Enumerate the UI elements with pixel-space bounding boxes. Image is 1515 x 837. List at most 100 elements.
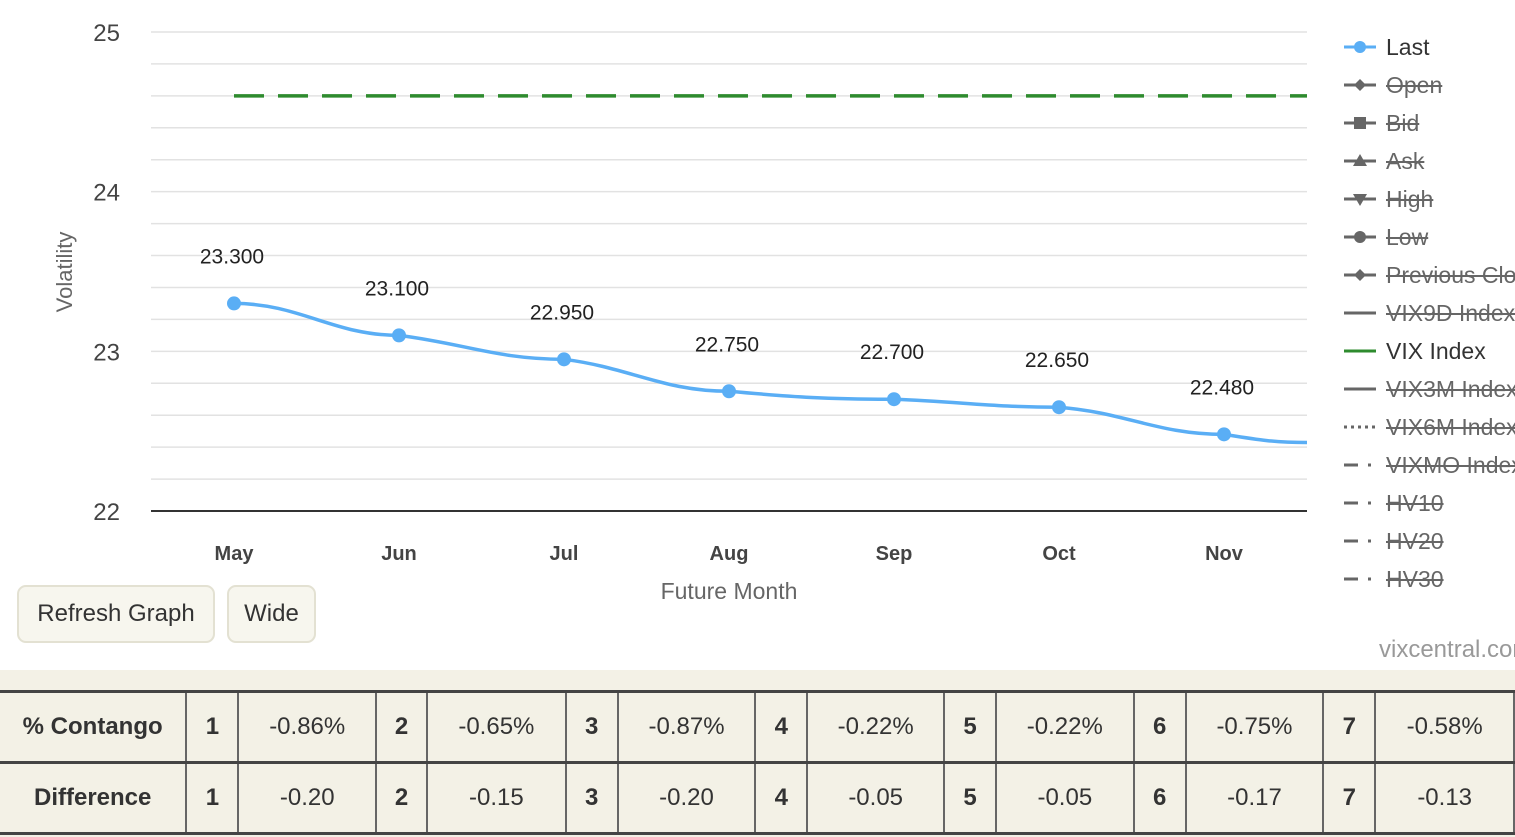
- legend-item-previous-close[interactable]: Previous Close: [1343, 256, 1515, 294]
- month-index: 2: [374, 690, 429, 764]
- x-tick-label: Nov: [1205, 543, 1244, 565]
- data-label: 22.750: [695, 333, 759, 356]
- legend-circle-icon: [1344, 231, 1376, 243]
- month-index: 2: [374, 761, 429, 835]
- legend-dashdot-icon: [1344, 463, 1376, 467]
- row-header: % Contango: [0, 690, 188, 764]
- legend-item-high[interactable]: High: [1343, 180, 1515, 218]
- month-index: 1: [185, 690, 240, 764]
- x-tick-label: Oct: [1042, 543, 1076, 565]
- last-data-point: [887, 392, 901, 407]
- y-tick-label: 24: [93, 180, 120, 207]
- legend-label: Open: [1386, 71, 1443, 98]
- value-cell: -0.22%: [995, 690, 1135, 764]
- legend-dotted-icon: [1344, 425, 1376, 429]
- legend-item-hv20[interactable]: HV20: [1343, 522, 1515, 560]
- wide-button[interactable]: Wide: [227, 585, 316, 643]
- last-series-line: [233, 301, 1308, 445]
- legend-square-icon: [1344, 117, 1376, 129]
- legend-label: HV10: [1386, 489, 1444, 516]
- legend-label: HV30: [1386, 565, 1444, 592]
- legend-line-icon: [1344, 387, 1376, 391]
- legend-item-vix3m-index[interactable]: VIX3M Index: [1343, 370, 1515, 408]
- legend-label: VIX9D Index: [1386, 299, 1515, 326]
- x-axis-title: Future Month: [661, 578, 798, 604]
- legend-label: VIXMO Index: [1386, 451, 1515, 478]
- data-label: 22.480: [1190, 376, 1254, 399]
- x-tick-label: Aug: [710, 543, 749, 565]
- data-label: 22.650: [1025, 349, 1089, 372]
- y-tick-label: 22: [93, 499, 120, 526]
- legend-dashdot-icon: [1344, 577, 1376, 581]
- legend-label: VIX6M Index: [1386, 413, 1515, 440]
- data-label: 22.700: [860, 341, 924, 364]
- last-data-point: [227, 296, 241, 311]
- legend-item-ask[interactable]: Ask: [1343, 142, 1515, 180]
- value-cell: -0.87%: [616, 690, 757, 764]
- month-index: 3: [564, 690, 619, 764]
- month-index: 4: [754, 761, 809, 835]
- legend-label: Low: [1386, 223, 1429, 250]
- legend-circle-icon: [1344, 41, 1376, 53]
- month-index: 5: [942, 761, 998, 835]
- table-row: Difference 1 -0.20 2 -0.15 3 -0.20 4 -0.05 5 -0.05…: [0, 761, 1515, 835]
- legend-label: VIX3M Index: [1386, 375, 1515, 402]
- y-tick-label: 23: [93, 339, 120, 366]
- row-header: Difference: [0, 761, 188, 835]
- x-tick-label: Jun: [381, 543, 417, 565]
- y-tick-label: 25: [93, 20, 120, 47]
- value-cell: -0.15: [426, 761, 567, 835]
- month-index: 4: [754, 690, 809, 764]
- legend-item-open[interactable]: Open: [1343, 66, 1515, 104]
- legend-item-vixmo-index[interactable]: VIXMO Index: [1343, 446, 1515, 484]
- credit-link[interactable]: vixcentral.com: [1379, 636, 1515, 663]
- value-cell: -0.05: [995, 761, 1135, 835]
- value-cell: -0.75%: [1184, 690, 1325, 764]
- legend-line-icon: [1344, 349, 1376, 353]
- refresh-graph-button[interactable]: Refresh Graph: [17, 585, 215, 643]
- legend-diamond-icon: [1344, 269, 1376, 281]
- legend-item-vix9d-index[interactable]: VIX9D Index: [1343, 294, 1515, 332]
- legend-label: VIX Index: [1386, 337, 1486, 364]
- value-cell: -0.05: [806, 761, 945, 835]
- legend-triangle-icon: [1344, 154, 1376, 166]
- data-label: 23.100: [365, 277, 429, 300]
- month-index: 1: [185, 761, 240, 835]
- value-cell: -0.65%: [426, 690, 567, 764]
- legend-item-last[interactable]: Last: [1343, 28, 1515, 66]
- legend-label: Last: [1386, 33, 1430, 60]
- month-index: 6: [1132, 690, 1187, 764]
- month-index: 3: [564, 761, 619, 835]
- legend-item-vix-index[interactable]: VIX Index: [1343, 332, 1515, 370]
- last-data-point: [392, 328, 406, 343]
- y-axis-title: Volatility: [52, 232, 77, 313]
- data-label: 22.950: [530, 301, 594, 324]
- value-cell: -0.22%: [806, 690, 945, 764]
- legend-label: HV20: [1386, 527, 1444, 554]
- legend-dashdot-icon: [1344, 501, 1376, 505]
- term-structure-chart: 22 23 24 25 May Jun Jul Aug Sep Oct Nov Future Mont…: [52, 20, 1308, 604]
- x-tick-label: Jul: [550, 543, 579, 565]
- legend-item-hv10[interactable]: HV10: [1343, 484, 1515, 522]
- legend-line-icon: [1344, 311, 1376, 315]
- x-tick-label: May: [215, 543, 255, 565]
- legend-label: Bid: [1386, 109, 1420, 136]
- legend-diamond-icon: [1344, 79, 1376, 91]
- last-data-point: [1217, 427, 1231, 442]
- month-index: 7: [1322, 761, 1377, 835]
- table-row: % Contango 1 -0.86% 2 -0.65% 3 -0.87% 4 -0.22% 5-…: [0, 690, 1515, 764]
- month-index: 5: [942, 690, 998, 764]
- legend-item-bid[interactable]: Bid: [1343, 104, 1515, 142]
- value-cell: -0.17: [1184, 761, 1325, 835]
- month-index: 6: [1132, 761, 1187, 835]
- data-label: 23.300: [200, 245, 264, 268]
- legend-item-vix6m-index[interactable]: VIX6M Index: [1343, 408, 1515, 446]
- legend-item-hv30[interactable]: HV30: [1343, 560, 1515, 598]
- legend-dashdot-icon: [1344, 539, 1376, 543]
- legend-label: Ask: [1386, 147, 1425, 174]
- value-cell: -0.86%: [237, 690, 377, 764]
- last-data-point: [1052, 400, 1066, 415]
- legend-item-low[interactable]: Low: [1343, 218, 1515, 256]
- value-cell: -0.13: [1374, 761, 1515, 835]
- contango-table: % Contango 1 -0.86% 2 -0.65% 3 -0.87% 4 -0.22% 5-…: [0, 690, 1515, 835]
